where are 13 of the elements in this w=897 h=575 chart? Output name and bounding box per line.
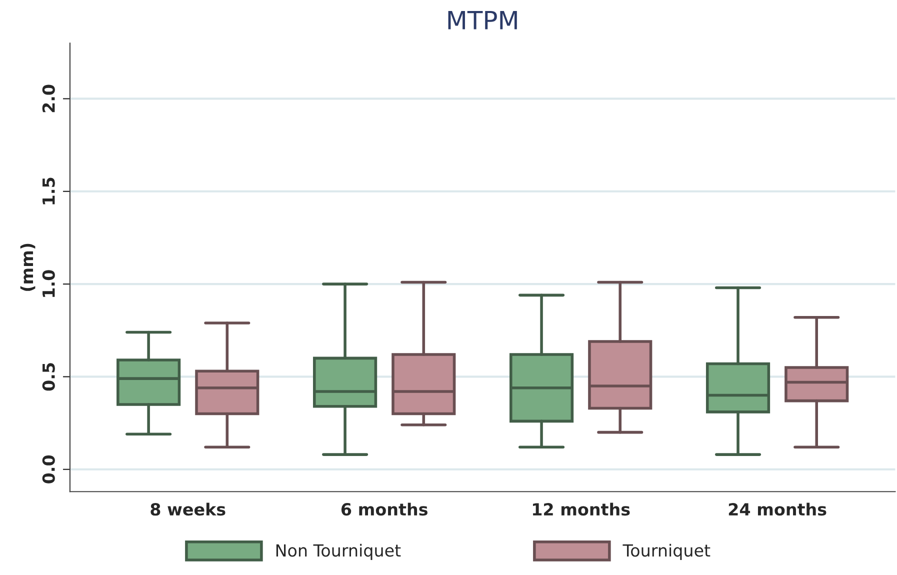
y-tick-label: 1.0	[42, 270, 55, 297]
legend-label: Tourniquet	[622, 544, 710, 560]
y-tick-label: 2.0	[42, 84, 55, 112]
x-tick-label: 12 months	[532, 502, 630, 516]
x-tick-label: 8 weeks	[150, 502, 226, 516]
x-tick-label: 24 months	[728, 502, 826, 516]
y-tick-label: 1.5	[42, 178, 55, 204]
x-tick-label: 6 months	[341, 502, 428, 516]
y-tick-label: 0.0	[42, 455, 55, 484]
legend-label: Non Tourniquet	[276, 544, 401, 560]
y-axis-title: (mm)	[20, 244, 36, 291]
chart-title: MTPM	[448, 11, 517, 30]
y-tick-label: 0.5	[42, 363, 55, 391]
